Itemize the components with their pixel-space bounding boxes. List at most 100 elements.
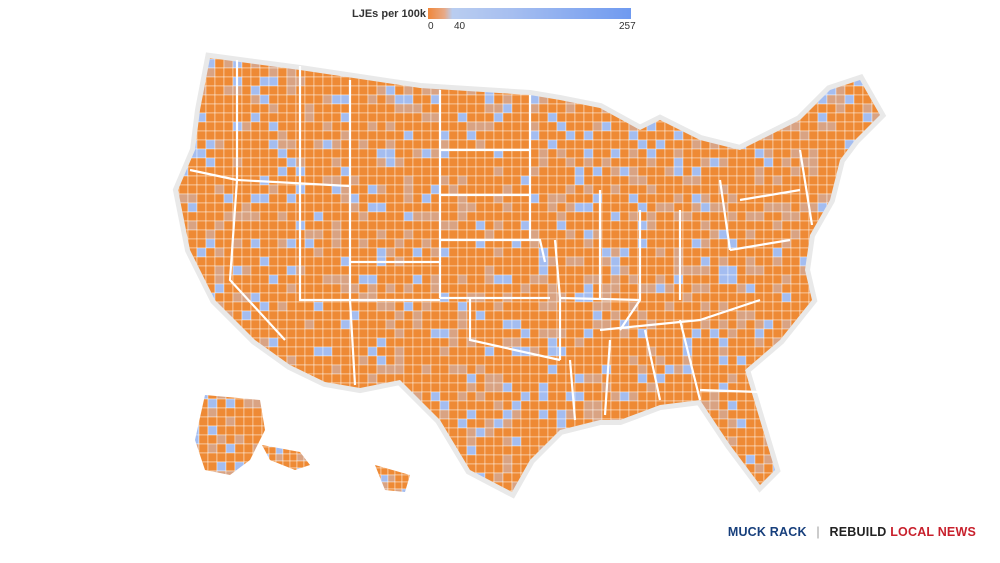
county-cell [304,283,315,294]
county-cell [322,238,333,249]
county-cell [817,175,828,186]
county-cell [853,157,864,168]
county-cell [637,112,648,123]
county-cell [835,310,846,321]
county-cell [709,364,720,375]
county-cell [637,463,648,474]
county-cell [345,481,354,490]
county-cell [853,346,864,357]
county-cell [754,463,765,474]
county-cell [304,400,315,411]
county-cell [493,58,504,60]
county-cell [556,391,567,402]
county-cell [628,139,639,150]
county-cell [178,265,180,276]
county-cell [718,283,729,294]
county-cell [772,301,783,312]
county-cell [862,328,873,339]
county-cell [178,463,189,474]
county-cell [466,481,477,492]
county-cell [195,443,200,454]
county-cell [243,398,254,409]
county-cell [394,319,405,330]
county-cell [646,94,657,105]
county-cell [214,121,225,132]
county-cell [664,310,675,321]
county-cell [195,395,200,400]
county-cell [304,202,315,213]
county-cell [826,94,837,105]
county-cell [529,481,540,492]
county-cell [295,418,306,429]
county-cell [331,58,342,69]
county-cell [574,175,585,186]
county-cell [637,472,648,483]
county-cell [538,175,549,186]
county-cell [214,238,225,249]
county-cell [178,283,189,294]
county-cell [592,319,603,330]
county-cell [502,391,513,402]
county-cell [646,148,657,159]
county-cell [340,139,351,150]
county-cell [277,121,288,132]
county-cell [385,274,396,285]
county-cell [385,130,396,141]
county-cell [808,148,819,159]
county-cell [556,67,567,78]
county-cell [619,130,630,141]
county-cell [682,58,693,60]
county-cell [727,130,738,141]
county-cell [520,373,531,384]
county-cell [835,202,846,213]
county-cell [835,427,846,438]
county-cell [736,166,747,177]
county-cell [637,58,648,60]
county-cell [252,470,263,475]
county-cell [736,130,747,141]
county-cell [385,454,396,465]
county-cell [682,85,693,96]
county-cell [745,454,756,465]
county-cell [862,391,873,402]
county-cell [511,445,522,456]
county-cell [214,490,225,492]
county-cell [881,356,890,365]
county-cell [345,488,354,492]
county-cell [808,310,819,321]
county-cell [234,425,245,436]
county-cell [394,445,405,456]
county-cell [373,488,382,492]
county-cell [610,310,621,321]
county-cell [538,391,549,402]
county-cell [655,310,666,321]
county-cell [394,283,405,294]
county-cell [799,220,810,231]
county-cell [691,481,702,492]
county-cell [358,166,369,177]
county-cell [187,211,198,222]
county-cell [610,283,621,294]
county-cell [313,391,324,402]
county-cell [439,211,450,222]
county-cell [394,193,405,204]
county-cell [234,461,245,472]
county-cell [754,220,765,231]
county-cell [376,157,387,168]
county-cell [430,346,441,357]
county-cell [403,427,414,438]
county-cell [691,454,702,465]
county-cell [198,470,209,475]
county-cell [826,292,837,303]
county-cell [700,112,711,123]
county-cell [484,436,495,447]
county-cell [376,319,387,330]
county-cell [709,373,720,384]
county-cell [313,76,324,87]
county-cell [349,85,360,96]
county-cell [511,418,522,429]
county-cell [754,265,765,276]
county-cell [322,148,333,159]
county-cell [277,85,288,96]
county-cell [547,121,558,132]
